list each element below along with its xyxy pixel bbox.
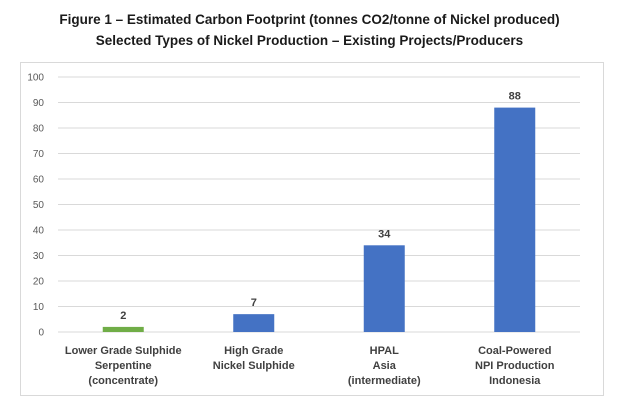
bar (102, 326, 144, 332)
x-category-label: Lower Grade Sulphide (65, 345, 182, 357)
y-tick-label: 100 (27, 73, 44, 84)
x-category-label: HPAL (370, 345, 399, 357)
y-tick-label: 20 (33, 277, 45, 288)
x-category-label: (concentrate) (88, 375, 158, 387)
x-category-label: NPI Production (475, 360, 555, 372)
x-category-label: Asia (373, 360, 397, 372)
y-tick-label: 90 (33, 98, 45, 109)
y-tick-label: 0 (38, 328, 44, 339)
chart-title-line-2: Selected Types of Nickel Production – Ex… (95, 33, 524, 48)
x-category-label: Nickel Sulphide (213, 360, 295, 372)
x-category-label: Indonesia (489, 375, 541, 387)
x-category-label: Coal-Powered (478, 345, 551, 357)
y-tick-label: 50 (33, 200, 45, 211)
y-tick-label: 40 (33, 226, 45, 237)
x-category-label: Serpentine (95, 360, 152, 372)
y-tick-label: 80 (33, 124, 45, 135)
data-label: 34 (378, 228, 391, 240)
data-label: 7 (251, 297, 257, 309)
data-label: 88 (509, 91, 521, 103)
y-tick-label: 70 (33, 149, 45, 160)
y-tick-label: 10 (33, 302, 45, 313)
x-category-label: (intermediate) (348, 375, 421, 387)
bar (233, 314, 275, 332)
y-tick-label: 30 (33, 251, 45, 262)
chart-frame (20, 62, 604, 396)
bar (363, 245, 405, 332)
y-tick-label: 60 (33, 175, 45, 186)
data-label: 2 (120, 310, 126, 322)
chart-title-line-1: Figure 1 – Estimated Carbon Footprint (t… (59, 12, 560, 27)
x-category-label: High Grade (224, 345, 283, 357)
bar (494, 107, 536, 332)
